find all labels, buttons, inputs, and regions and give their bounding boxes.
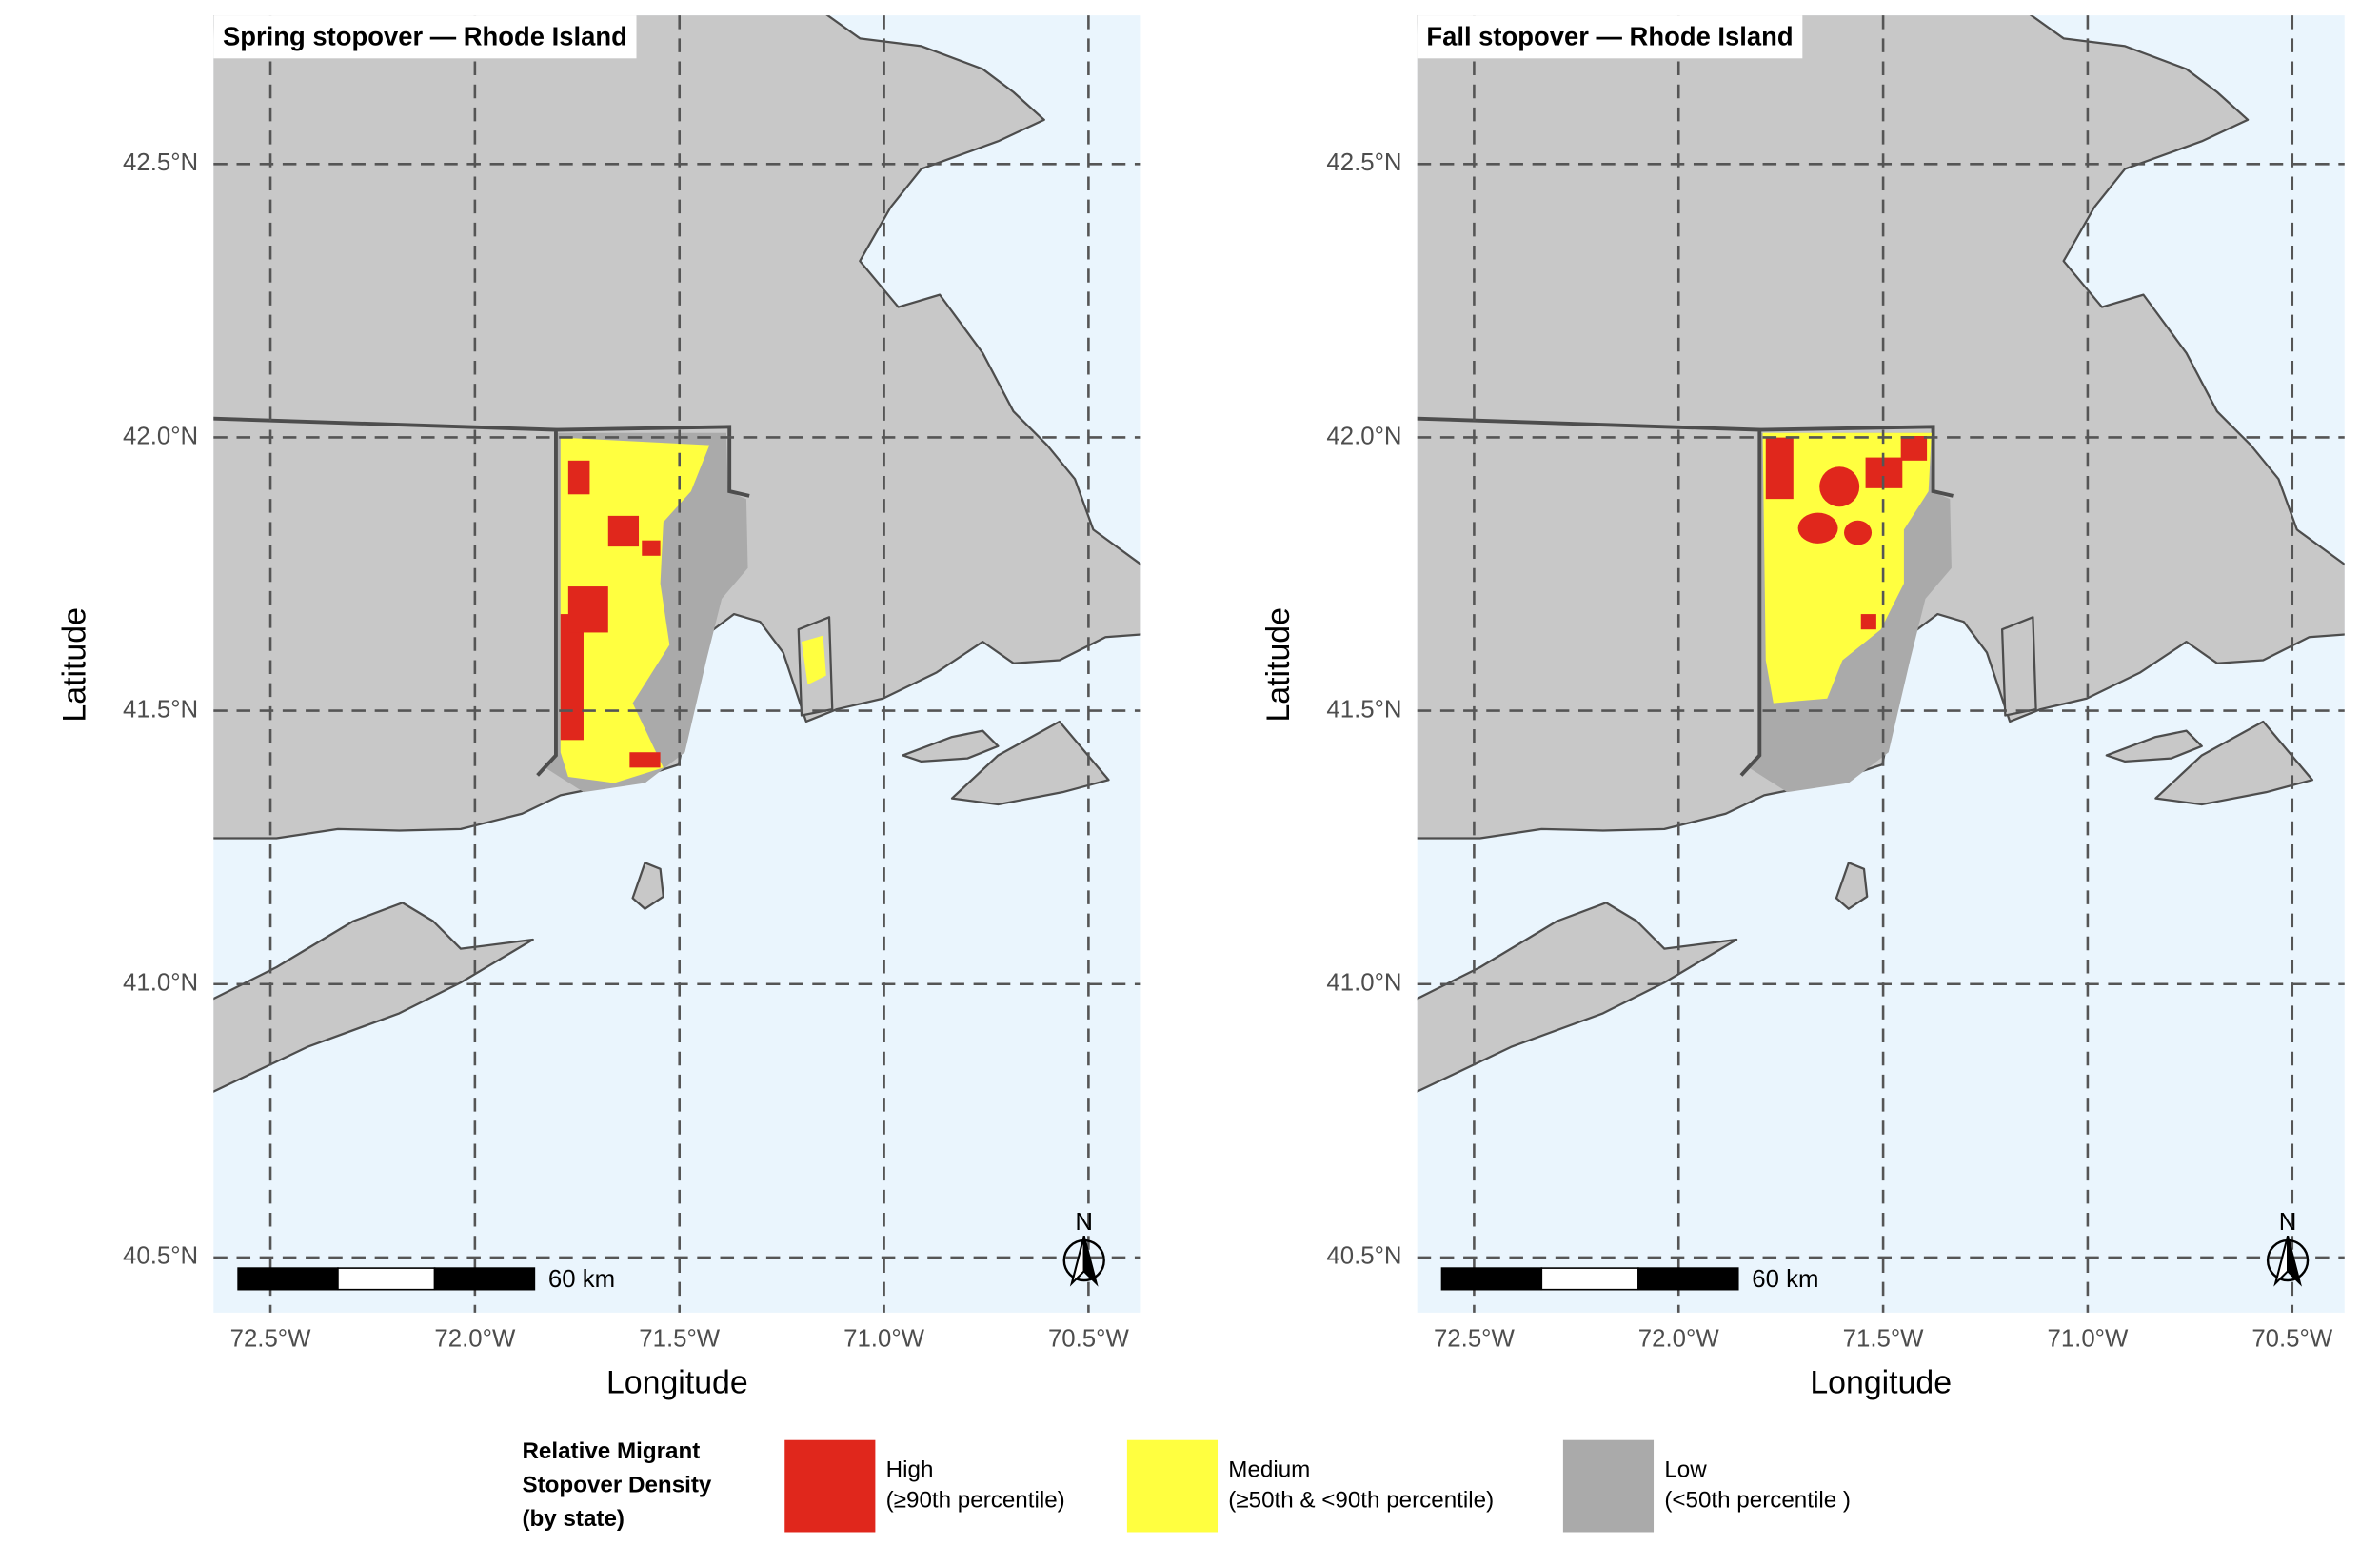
medium-density: [1762, 432, 1932, 704]
map-panel: Spring stopover — Rhode Island 60 km N: [213, 15, 1141, 1313]
legend-title: (by state): [522, 1506, 625, 1532]
legend: Relative Migrant Stopover Density (by st…: [522, 1438, 1851, 1533]
legend-label: High: [886, 1457, 934, 1482]
legend-swatch: [1562, 1439, 1655, 1533]
scale-bar-segment: [1440, 1267, 1543, 1291]
land: [1417, 15, 2345, 1108]
title-background: [213, 15, 637, 59]
y-tick-label: 42.0°N: [1326, 423, 1401, 449]
land: [213, 15, 1141, 1108]
y-axis-title: Latitude: [57, 607, 93, 723]
x-tick-label: 71.5°W: [639, 1326, 721, 1353]
legend-detail: (≥90th percentile): [886, 1488, 1065, 1514]
north-arrow: [2287, 1235, 2302, 1287]
x-tick-label: 71.5°W: [1843, 1326, 1925, 1353]
y-tick-label: 41.0°N: [123, 970, 198, 997]
x-axis-title: Longitude: [606, 1365, 748, 1401]
legend-swatch: [784, 1439, 876, 1533]
legend-label: Medium: [1228, 1457, 1310, 1482]
x-tick-label: 72.5°W: [1434, 1326, 1516, 1353]
y-tick-label: 42.5°N: [1326, 149, 1401, 176]
scale-bar-segment: [1540, 1267, 1639, 1291]
scale-bar-segment: [1637, 1267, 1739, 1291]
y-tick-label: 41.5°N: [123, 696, 198, 723]
scale-bar-segment: [337, 1267, 436, 1291]
legend-detail: (<50th percentile ): [1664, 1488, 1851, 1514]
title-background: [1417, 15, 1803, 59]
panel-title: Spring stopover — Rhode Island: [223, 22, 627, 51]
legend-label: Low: [1664, 1457, 1707, 1482]
north-label: N: [2279, 1209, 2297, 1236]
legend-title: Relative Migrant: [522, 1438, 700, 1464]
y-tick-label: 40.5°N: [1326, 1243, 1401, 1270]
panel-title: Fall stopover — Rhode Island: [1426, 22, 1793, 51]
north-label: N: [1075, 1209, 1093, 1236]
high-density: [560, 460, 661, 768]
x-tick-label: 70.5°W: [2251, 1326, 2333, 1353]
legend-title: Stopover Density: [522, 1472, 711, 1497]
y-tick-label: 41.5°N: [1326, 696, 1401, 723]
map-panel: Fall stopover — Rhode Island 60 km N: [1417, 15, 2345, 1313]
scale-bar-segment: [433, 1267, 536, 1291]
x-axis-title: Longitude: [1810, 1365, 1952, 1401]
y-tick-label: 40.5°N: [123, 1243, 198, 1270]
medium-density: [560, 437, 710, 783]
y-axis-title: Latitude: [1260, 607, 1297, 722]
x-tick-label: 70.5°W: [1048, 1326, 1130, 1353]
north-arrow: [1082, 1235, 1099, 1287]
scale-bar-label: 60 km: [1752, 1266, 1818, 1293]
y-tick-label: 42.0°N: [123, 423, 198, 449]
scale-bar-segment: [237, 1267, 339, 1291]
legend-detail: (≥50th & <90th percentile): [1228, 1488, 1494, 1514]
x-tick-label: 72.5°W: [230, 1326, 312, 1353]
x-tick-label: 71.0°W: [2047, 1326, 2129, 1353]
scale-bar-label: 60 km: [548, 1266, 615, 1293]
y-tick-label: 41.0°N: [1326, 970, 1401, 997]
legend-swatch: [1126, 1439, 1219, 1533]
x-tick-label: 72.0°W: [434, 1326, 516, 1353]
high-density: [1765, 436, 1928, 630]
x-tick-label: 71.0°W: [843, 1326, 925, 1353]
y-tick-label: 42.5°N: [123, 149, 198, 176]
x-tick-label: 72.0°W: [1638, 1326, 1720, 1353]
